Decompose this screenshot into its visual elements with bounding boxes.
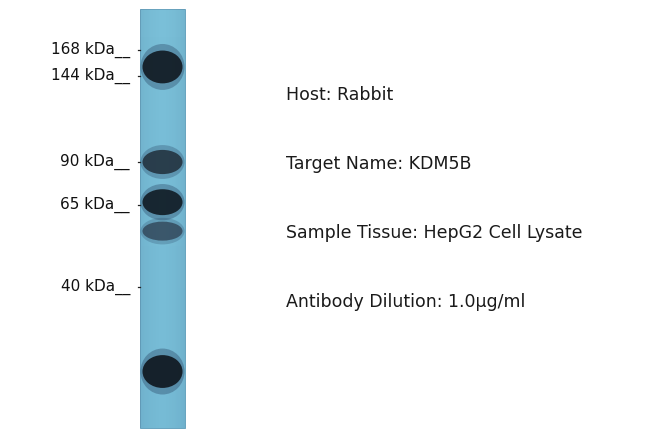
Bar	[153, 9, 155, 428]
Ellipse shape	[140, 349, 185, 394]
Bar	[169, 9, 170, 428]
Bar	[184, 9, 185, 428]
Bar	[142, 9, 143, 428]
Bar	[150, 9, 151, 428]
Text: 90 kDa__: 90 kDa__	[60, 154, 130, 170]
Bar	[140, 64, 185, 79]
Bar	[140, 79, 185, 92]
Text: Host: Rabbit: Host: Rabbit	[286, 86, 393, 104]
Bar	[160, 9, 161, 428]
Bar	[140, 302, 185, 316]
Bar	[140, 260, 185, 274]
Text: 168 kDa__: 168 kDa__	[51, 41, 130, 58]
Bar	[151, 9, 152, 428]
Bar	[159, 9, 160, 428]
Ellipse shape	[140, 44, 185, 90]
Bar	[181, 9, 182, 428]
Ellipse shape	[142, 355, 183, 388]
Bar	[155, 9, 157, 428]
Bar	[167, 9, 168, 428]
Bar	[174, 9, 175, 428]
Ellipse shape	[142, 222, 183, 241]
Text: 144 kDa__: 144 kDa__	[51, 67, 130, 84]
Bar	[152, 9, 153, 428]
Bar	[148, 9, 149, 428]
Bar	[161, 9, 162, 428]
Text: 65 kDa__: 65 kDa__	[60, 197, 130, 213]
Bar	[179, 9, 181, 428]
Bar	[140, 386, 185, 400]
Bar	[140, 190, 185, 204]
Bar	[168, 9, 169, 428]
Bar	[140, 344, 185, 358]
Bar	[141, 9, 142, 428]
Bar	[176, 9, 177, 428]
Text: Target Name: KDM5B: Target Name: KDM5B	[286, 155, 471, 173]
Bar	[140, 121, 185, 134]
Bar	[140, 372, 185, 386]
Text: Antibody Dilution: 1.0μg/ml: Antibody Dilution: 1.0μg/ml	[286, 293, 525, 311]
Bar	[140, 316, 185, 330]
Bar	[140, 232, 185, 246]
Bar	[170, 9, 172, 428]
Bar	[140, 288, 185, 302]
Bar	[140, 274, 185, 288]
Bar	[140, 414, 185, 428]
Bar	[140, 9, 141, 428]
Bar	[140, 51, 185, 64]
Ellipse shape	[140, 184, 185, 220]
Bar	[140, 400, 185, 414]
Bar	[140, 162, 185, 176]
Bar	[140, 9, 185, 22]
Bar	[177, 9, 178, 428]
Bar	[175, 9, 176, 428]
Text: 40 kDa__: 40 kDa__	[60, 279, 130, 295]
Bar	[140, 134, 185, 148]
Bar	[157, 9, 158, 428]
Bar	[140, 218, 185, 232]
Ellipse shape	[142, 189, 183, 215]
Bar	[144, 9, 146, 428]
Ellipse shape	[140, 145, 185, 179]
Bar	[140, 330, 185, 344]
Bar	[140, 106, 185, 121]
Bar	[140, 246, 185, 260]
Ellipse shape	[140, 218, 185, 245]
Bar	[172, 9, 173, 428]
Bar	[140, 148, 185, 162]
Bar	[173, 9, 174, 428]
Bar	[164, 9, 166, 428]
Bar	[140, 204, 185, 218]
Bar	[166, 9, 167, 428]
Bar	[178, 9, 179, 428]
Bar	[183, 9, 184, 428]
Bar	[143, 9, 144, 428]
Bar	[140, 9, 185, 428]
Bar	[140, 176, 185, 190]
Bar	[149, 9, 150, 428]
Ellipse shape	[142, 150, 183, 174]
Bar	[140, 92, 185, 106]
Bar	[146, 9, 148, 428]
Bar	[140, 37, 185, 51]
Bar	[182, 9, 183, 428]
Bar	[140, 22, 185, 37]
Bar	[162, 9, 164, 428]
Text: Sample Tissue: HepG2 Cell Lysate: Sample Tissue: HepG2 Cell Lysate	[286, 224, 582, 242]
Ellipse shape	[142, 51, 183, 83]
Bar	[158, 9, 159, 428]
Bar	[140, 358, 185, 372]
